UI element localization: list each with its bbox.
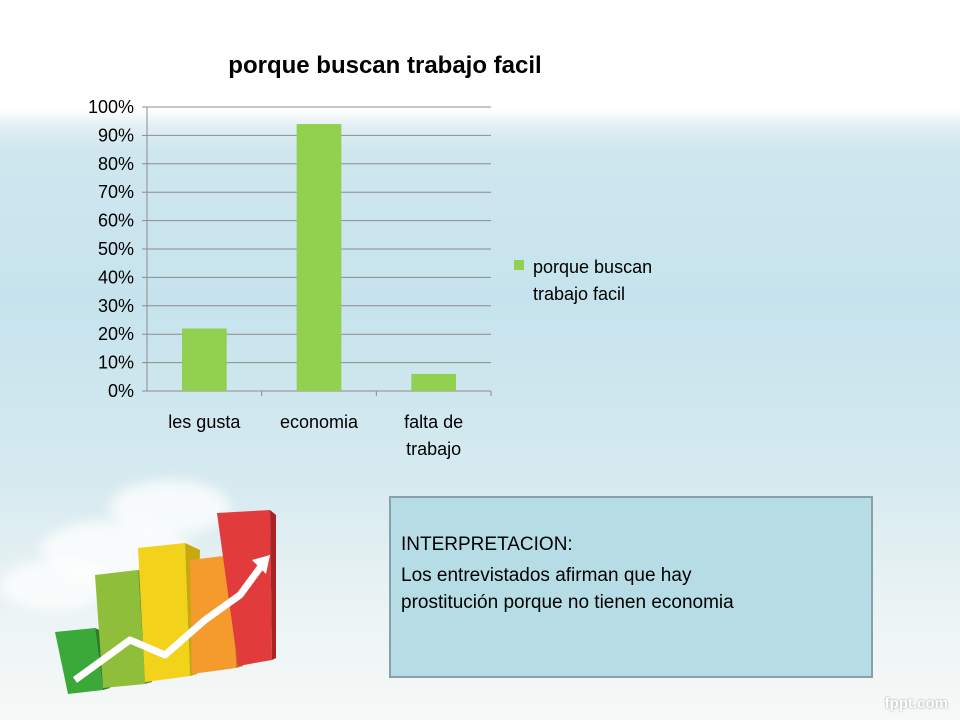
branding-watermark: fppt.com [884,695,948,712]
chart-bars [181,124,457,391]
x-tick-label: les gusta [168,412,241,432]
bar-falta-de-trabajo [411,373,457,391]
y-tick-label: 0% [108,381,134,401]
y-axis-ticks: 0% 10% 20% 30% 40% 50% 60% 70% 80% 90% 100% [88,97,134,401]
y-tick-label: 70% [98,182,134,202]
interpretation-box: INTERPRETACION: Los entrevistados afirma… [389,496,873,678]
bar-economia [296,124,342,391]
x-tick-label: falta de [404,412,463,432]
legend-label-line1: porque buscan [533,257,653,277]
y-tick-label: 10% [98,353,134,373]
y-tick-label: 20% [98,324,134,344]
legend-label: porque buscan trabajo facil [533,254,652,308]
legend-label-line2: trabajo facil [533,284,626,304]
y-tick-label: 30% [98,296,134,316]
x-tick-label: economia [280,412,359,432]
interpretation-line2: prostitución porque no tienen economia [401,592,734,613]
x-axis-labels: les gusta economia falta de trabajo [168,412,463,459]
y-tick-label: 80% [98,154,134,174]
cloud-decoration [110,480,230,535]
y-tick-label: 40% [98,267,134,287]
chart-title: porque buscan trabajo facil [228,52,542,79]
interpretation-title: INTERPRETACION: [401,534,573,555]
legend-swatch [514,260,524,270]
y-tick-label: 90% [98,125,134,145]
cloud-decoration [0,560,110,610]
bar-les-gusta [181,328,227,391]
y-tick-label: 50% [98,239,134,259]
interpretation-line1: Los entrevistados afirman que hay [401,565,692,586]
y-tick-label: 60% [98,211,134,231]
interpretation-text: Los entrevistados afirman que hay prosti… [401,562,861,616]
growth-chart-illustration [55,510,276,694]
y-tick-label: 100% [88,97,134,117]
x-tick-label: trabajo [406,439,461,459]
